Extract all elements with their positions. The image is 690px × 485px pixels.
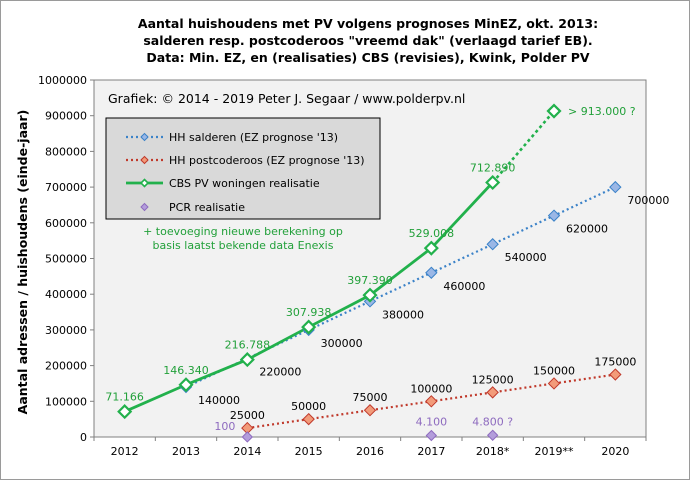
point-pcr	[425, 429, 438, 442]
data-label-pcr: 100	[214, 420, 235, 433]
x-tick-label: 2020	[601, 445, 629, 458]
data-label-salderen: 300000	[321, 337, 363, 350]
data-label-cbs: 397.390	[347, 274, 393, 287]
data-label-postcoderoos: 125000	[472, 373, 514, 386]
y-tick-label: 100000	[45, 395, 87, 408]
legend-marker-postcoderoos	[140, 155, 149, 165]
point-cbs	[117, 404, 133, 420]
y-tick-label: 600000	[45, 217, 87, 230]
data-label-salderen: 460000	[443, 280, 485, 293]
y-tick-label: 700000	[45, 181, 87, 194]
y-tick-label: 0	[80, 431, 87, 444]
point-postcoderoos	[609, 368, 622, 381]
legend-marker-pcr	[140, 202, 149, 212]
y-tick-label: 800000	[45, 145, 87, 158]
chart-title-line-1: Aantal huishoudens met PV volgens progno…	[138, 16, 598, 31]
point-salderen	[486, 238, 499, 251]
point-cbs-prognose	[546, 103, 562, 119]
x-tick-label: 2018*	[476, 445, 510, 458]
x-tick-label: 2013	[172, 445, 200, 458]
data-label-cbs: 71.166	[105, 391, 144, 404]
point-postcoderoos	[547, 377, 561, 390]
point-postcoderoos	[486, 386, 499, 399]
point-cbs	[485, 174, 501, 191]
point-pcr	[241, 431, 254, 443]
data-label-cbs: 529.008	[409, 227, 455, 240]
annotation-line-1: + toevoeging nieuwe berekening op	[143, 225, 343, 238]
chart-title-line-2: salderen resp. postcoderoos "vreemd dak"…	[143, 33, 592, 48]
x-tick-label: 2016	[356, 445, 384, 458]
data-label-cbs: 307.938	[286, 306, 332, 319]
legend: HH salderen (EZ prognose '13) HH postcode…	[126, 131, 365, 214]
x-tick-label: 2012	[111, 445, 139, 458]
point-salderen	[547, 209, 561, 222]
y-tick-label: 500000	[45, 253, 87, 266]
x-tick-label: 2017	[417, 445, 445, 458]
y-tick-label: 300000	[45, 324, 87, 337]
point-cbs	[362, 287, 378, 303]
point-postcoderoos	[363, 404, 377, 417]
data-label-salderen: 380000	[382, 308, 424, 321]
y-tick-label: 900000	[45, 110, 87, 123]
data-label-postcoderoos: 50000	[291, 400, 326, 413]
point-salderen	[609, 180, 622, 194]
legend-label-pcr: PCR realisatie	[169, 201, 245, 214]
data-label-salderen: 620000	[566, 223, 608, 236]
data-label-pcr: 4.800 ?	[472, 415, 513, 428]
x-tick-label: 2019**	[535, 445, 574, 458]
series-line-salderen	[185, 186, 616, 389]
legend-box	[105, 117, 381, 220]
data-label-salderen: 220000	[259, 365, 301, 378]
chart-credit: Grafiek: © 2014 - 2019 Peter J. Segaar /…	[108, 91, 465, 106]
point-pcr	[486, 429, 499, 441]
data-label-cbs: 216.788	[225, 339, 271, 352]
y-tick-label: 400000	[45, 288, 87, 301]
point-cbs	[423, 240, 439, 256]
data-label-postcoderoos: 150000	[533, 364, 575, 377]
legend-label-salderen: HH salderen (EZ prognose '13)	[169, 131, 338, 144]
data-label-salderen: 140000	[198, 394, 240, 407]
point-salderen	[425, 266, 438, 279]
legend-label-postcoderoos: HH postcoderoos (EZ prognose '13)	[169, 154, 365, 167]
data-label-postcoderoos: 75000	[353, 391, 388, 404]
data-label-salderen: 540000	[505, 251, 547, 264]
series-line-cbs-prognose	[491, 110, 555, 184]
y-tick-label: 200000	[45, 360, 87, 373]
data-label-cbs-prognose: > 913.000 ?	[568, 105, 636, 118]
data-label-pcr: 4.100	[416, 416, 448, 429]
annotation-line-2: basis laatst bekende data Enexis	[153, 239, 334, 252]
legend-marker-cbs	[139, 178, 150, 188]
data-label-cbs: 146.340	[163, 364, 209, 377]
y-tick-label: 1000000	[38, 74, 87, 87]
data-label-postcoderoos: 175000	[594, 356, 636, 369]
y-axis-label: Aantal adressen / huishoudens (einde-jaa…	[15, 110, 30, 415]
chart-title-line-3: Data: Min. EZ, en (realisaties) CBS (rev…	[146, 50, 589, 65]
point-cbs	[301, 319, 317, 335]
x-tick-label: 2014	[233, 445, 261, 458]
legend-marker-salderen	[140, 132, 149, 142]
data-label-salderen: 700000	[627, 194, 669, 207]
data-label-postcoderoos: 100000	[410, 382, 452, 395]
point-cbs	[239, 352, 255, 368]
point-postcoderoos	[425, 395, 438, 408]
legend-label-cbs: CBS PV woningen realisatie	[169, 177, 320, 190]
data-label-cbs: 712.890	[470, 161, 516, 174]
point-postcoderoos	[302, 412, 315, 426]
point-cbs	[178, 377, 194, 393]
x-tick-label: 2015	[295, 445, 323, 458]
data-label-postcoderoos: 25000	[230, 409, 265, 422]
